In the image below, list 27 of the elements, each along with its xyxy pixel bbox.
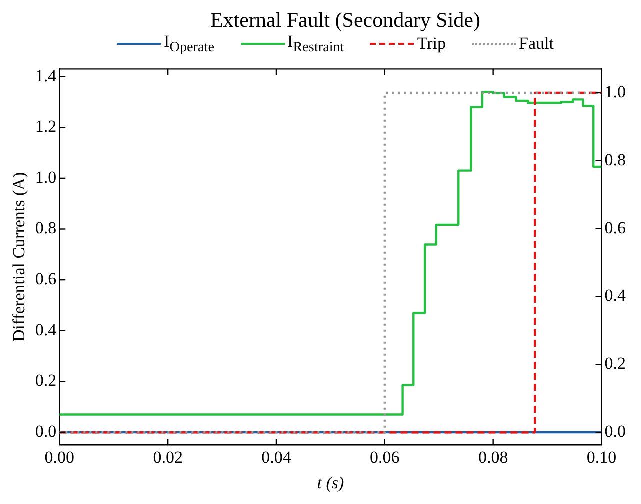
y-tick-label: 0.0 [35,422,57,441]
x-axis-title: t (s) [317,473,344,492]
y-tick-label: 0.8 [35,218,57,238]
legend-label: I$_{Operate}$ [164,32,215,56]
y-tick-label: 0.4 [35,320,58,340]
y-tick-label: 0.6 [35,270,57,289]
y2-tick-label: 0.4 [604,286,626,306]
y-tick-label: 1.0 [35,168,57,187]
x-tick-label: 0.08 [478,448,508,467]
legend-label: Trip [417,34,446,54]
x-tick-label: 0.00 [44,448,75,467]
x-tick-label: 0.10 [586,448,617,467]
x-tick-label: 0.06 [370,448,400,467]
y2-tick-label: 0.2 [604,354,626,374]
x-tick-label: 0.04 [262,448,292,467]
legend-label: Fault [518,34,554,54]
y-tick-label: 0.2 [35,371,57,390]
y-tick-label: 1.4 [35,66,58,86]
x-tick-label: 0.02 [153,448,183,467]
legend-label: I$_{Restraint}$ [288,32,344,56]
y-tick-label: 1.2 [35,117,57,136]
chart-title: External Fault (Secondary Side) [209,8,482,32]
y-axis-title: Differential Currents (A) [10,172,29,342]
y2-tick-label: 0.6 [604,218,626,238]
y2-tick-label: 0.8 [604,150,626,170]
y2-tick-label: 1.0 [604,82,626,102]
y2-tick-label: 0.0 [604,422,626,442]
